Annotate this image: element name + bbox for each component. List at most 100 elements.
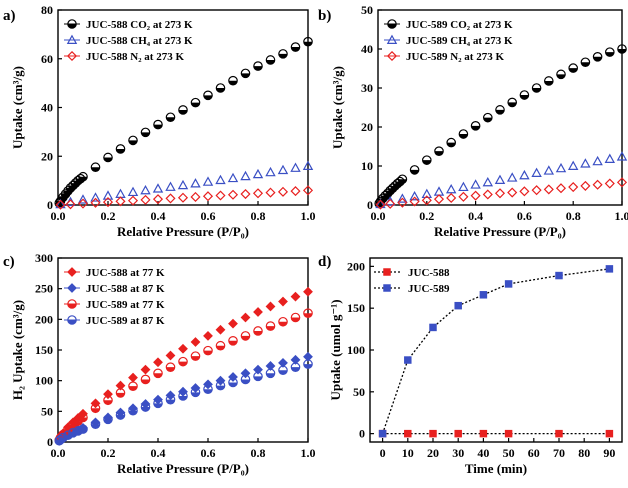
data-point bbox=[482, 189, 493, 200]
data-point bbox=[479, 429, 488, 438]
panel-label: b) bbox=[318, 8, 331, 24]
data-point bbox=[240, 188, 251, 200]
data-point bbox=[375, 199, 386, 210]
legend-label: JUC-588 N₂ at 273 K bbox=[86, 51, 184, 63]
legend-marker-fill bbox=[67, 304, 77, 309]
legend-label: JUC-588 CH₄ at 273 K bbox=[86, 35, 193, 47]
legend-marker bbox=[66, 50, 78, 62]
data-point bbox=[504, 429, 513, 438]
data-point bbox=[378, 429, 387, 438]
legend: JUC-588 JUC-589 bbox=[374, 267, 450, 295]
data-point-fill bbox=[459, 134, 468, 139]
data-point bbox=[568, 182, 579, 193]
data-point bbox=[202, 191, 214, 202]
data-point-fill bbox=[166, 117, 175, 122]
y-tick-label: 200 bbox=[35, 312, 53, 326]
y-tick-label: 150 bbox=[347, 301, 365, 315]
y-tick-label: 50 bbox=[353, 385, 365, 399]
data-point bbox=[605, 429, 614, 438]
y-tick-label: 0 bbox=[367, 198, 373, 212]
x-tick-label: 0.6 bbox=[517, 209, 532, 223]
data-point-fill bbox=[253, 66, 263, 71]
data-point-fill bbox=[303, 313, 313, 318]
y-axis-title: Uptake (cm³/g) bbox=[10, 66, 25, 149]
data-point-fill bbox=[605, 52, 614, 57]
x-tick-label: 0.4 bbox=[468, 209, 483, 223]
data-point bbox=[592, 155, 603, 166]
data-point-fill bbox=[116, 148, 125, 154]
data-point bbox=[102, 190, 114, 200]
data-point-fill bbox=[141, 407, 150, 412]
legend-marker bbox=[386, 50, 398, 62]
data-point bbox=[253, 364, 263, 375]
series-1 bbox=[378, 429, 614, 438]
data-point bbox=[290, 291, 301, 302]
y-tick-label: 100 bbox=[347, 343, 365, 357]
data-point bbox=[567, 160, 579, 170]
data-point-fill bbox=[483, 117, 492, 122]
data-point-fill bbox=[495, 109, 505, 115]
data-point bbox=[409, 196, 420, 207]
y-tick-label: 20 bbox=[361, 120, 373, 134]
data-point bbox=[616, 151, 628, 161]
data-point-fill bbox=[291, 367, 300, 372]
data-point-fill bbox=[153, 124, 163, 129]
x-tick-label: 0.0 bbox=[51, 446, 66, 460]
data-point-fill bbox=[422, 160, 431, 165]
data-point bbox=[152, 194, 164, 205]
y-tick-label: 200 bbox=[347, 259, 365, 273]
series-4 bbox=[54, 359, 313, 446]
x-tick-label: 0.0 bbox=[371, 209, 386, 223]
y-tick-label: 40 bbox=[361, 42, 373, 56]
data-point-fill bbox=[253, 330, 263, 336]
data-point bbox=[240, 312, 251, 323]
data-point-fill bbox=[253, 376, 263, 381]
panel-label: d) bbox=[318, 254, 331, 270]
data-point bbox=[153, 357, 163, 368]
y-tick-label: 50 bbox=[41, 404, 53, 418]
data-point bbox=[253, 307, 263, 317]
data-point bbox=[115, 196, 126, 207]
data-point bbox=[458, 181, 469, 192]
legend-marker bbox=[386, 34, 398, 44]
data-point bbox=[240, 170, 251, 181]
legend: JUC-589 CO₂ at 273 K JUC-589 CH₄ at 273 K… bbox=[384, 19, 513, 63]
legend-label: JUC-589 at 77 K bbox=[86, 299, 165, 311]
data-point-fill bbox=[78, 176, 88, 181]
data-point-fill bbox=[128, 386, 138, 391]
data-point bbox=[227, 189, 239, 200]
data-point-fill bbox=[203, 350, 213, 355]
data-point bbox=[580, 180, 591, 191]
data-point-fill bbox=[78, 429, 88, 434]
data-point-fill bbox=[447, 142, 456, 147]
data-point-fill bbox=[191, 356, 200, 361]
data-point bbox=[277, 164, 289, 175]
data-point bbox=[397, 193, 408, 203]
data-point-fill bbox=[303, 41, 313, 46]
data-point-fill bbox=[593, 56, 602, 61]
legend-label: JUC-588 at 77 K bbox=[86, 267, 165, 279]
data-point bbox=[404, 356, 412, 364]
data-point bbox=[165, 350, 176, 361]
legend-marker bbox=[66, 34, 78, 44]
data-point-fill bbox=[141, 379, 150, 384]
data-point bbox=[178, 343, 188, 354]
data-point bbox=[190, 178, 201, 188]
x-axis-title: Relative Pressure (P/P₀) bbox=[117, 224, 249, 239]
data-point bbox=[90, 398, 101, 409]
x-tick-label: 40 bbox=[477, 446, 489, 460]
data-point-fill bbox=[241, 379, 250, 384]
data-point-fill bbox=[166, 367, 175, 372]
data-point-fill bbox=[617, 49, 627, 54]
data-point-fill bbox=[581, 62, 590, 67]
data-point-fill bbox=[178, 109, 188, 115]
data-point bbox=[531, 167, 542, 177]
legend: JUC-588 CO₂ at 273 K JUC-588 CH₄ at 273 K… bbox=[64, 19, 193, 63]
data-point bbox=[102, 197, 114, 208]
data-point bbox=[77, 194, 89, 204]
data-point-fill bbox=[291, 47, 300, 52]
x-tick-label: 90 bbox=[603, 446, 615, 460]
panel-label: c) bbox=[3, 254, 15, 270]
data-point bbox=[252, 188, 264, 199]
